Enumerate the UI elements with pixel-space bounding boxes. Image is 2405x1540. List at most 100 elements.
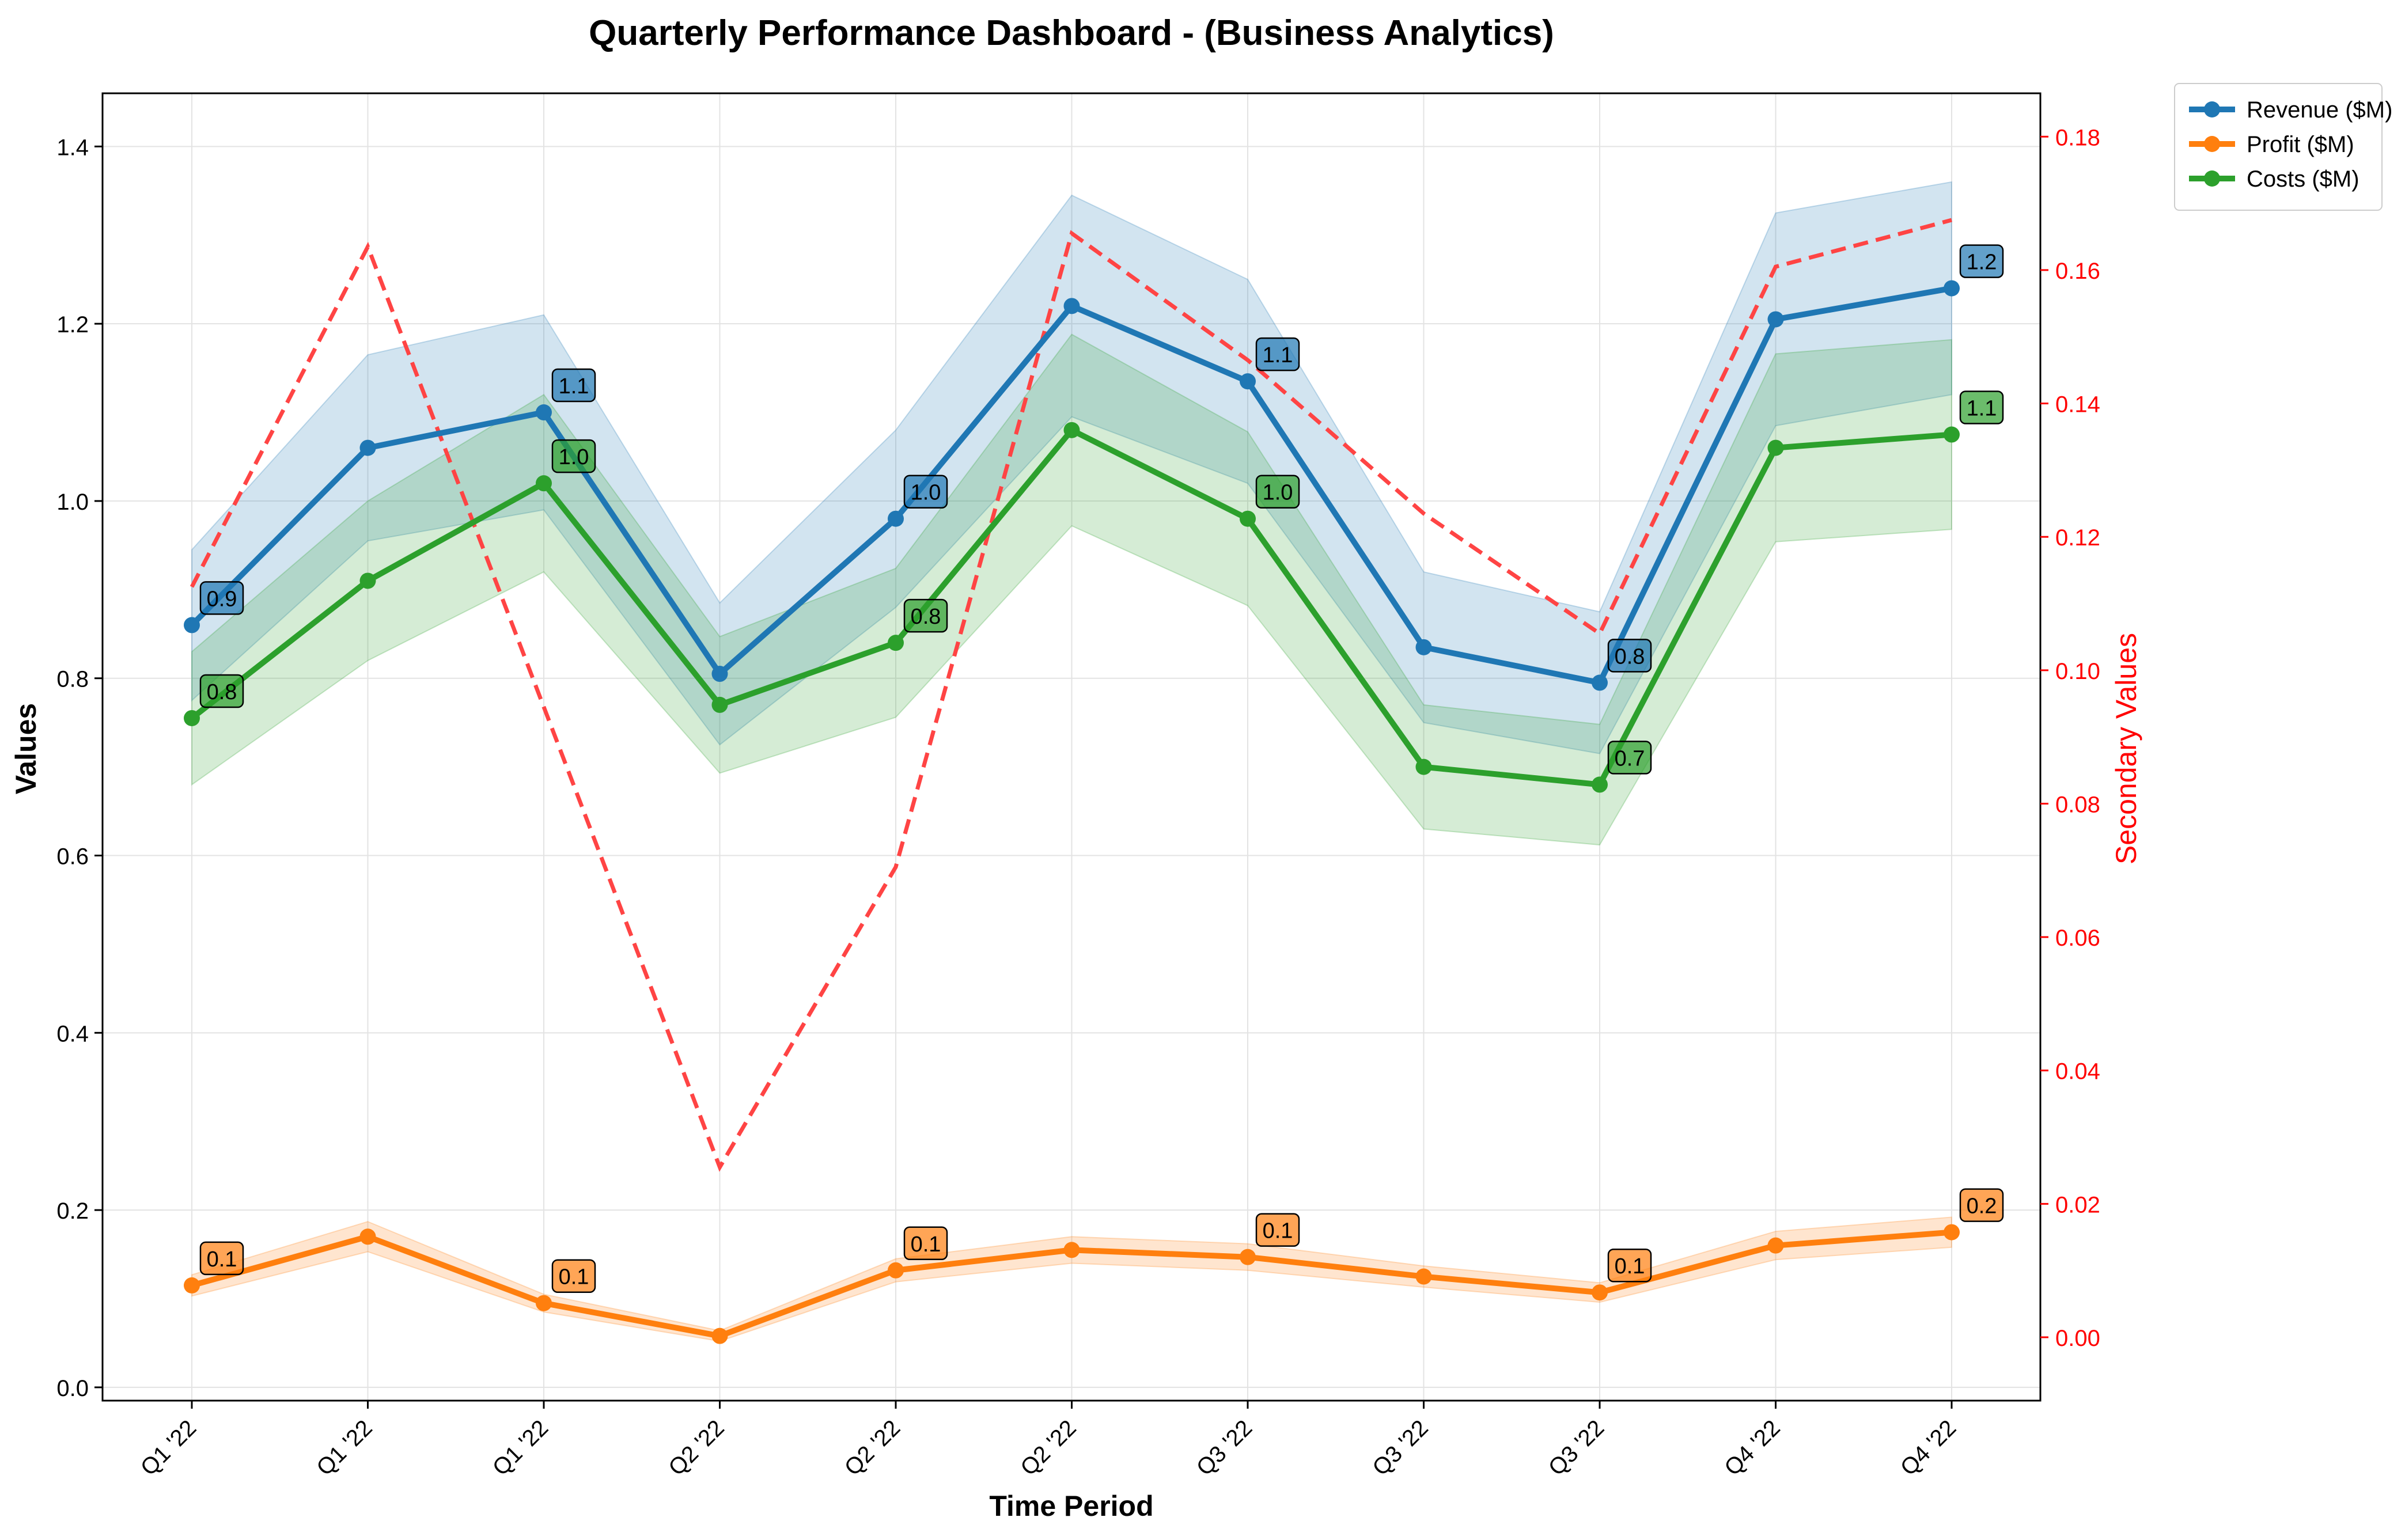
x-tick-label: Q1 '22	[488, 1415, 554, 1481]
grid-layer	[103, 93, 2040, 1401]
x-tick-label: Q3 '22	[1368, 1415, 1433, 1481]
secondary-y-tick-label: 0.08	[2055, 792, 2100, 817]
secondary-y-tick-label: 0.00	[2055, 1326, 2100, 1351]
data-label-text: 1.0	[559, 445, 589, 469]
secondary-series-line	[190, 218, 1952, 1172]
data-label-text: 0.1	[1615, 1254, 1645, 1279]
data-label: 0.1	[903, 1226, 948, 1261]
data-label-box	[551, 1259, 596, 1293]
data-point	[536, 1295, 552, 1311]
data-label-box	[1255, 337, 1300, 371]
data-point-layer	[184, 280, 1960, 1344]
data-label: 1.0	[903, 475, 948, 509]
data-label: 1.0	[1255, 475, 1300, 509]
data-label-text: 0.1	[207, 1247, 237, 1272]
secondary-y-tick-label: 0.10	[2055, 659, 2100, 684]
confidence-band	[191, 333, 1952, 846]
x-tick-label: Q4 '22	[1720, 1415, 1785, 1481]
y-tick-label: 0.0	[56, 1376, 89, 1401]
secondary-y-tick-label: 0.14	[2055, 392, 2100, 418]
chart-title: Quarterly Performance Dashboard - (Busin…	[589, 13, 1554, 53]
data-point	[1063, 1242, 1080, 1258]
data-point	[1240, 373, 1256, 390]
data-label: 0.9	[199, 581, 244, 615]
legend-swatch-marker	[2204, 170, 2220, 187]
legend-swatch-marker	[2204, 136, 2220, 152]
data-label: 0.2	[1959, 1188, 2004, 1222]
y-tick-label: 1.2	[56, 312, 89, 337]
data-point	[711, 1327, 728, 1344]
data-label-text: 1.0	[1263, 481, 1293, 505]
confidence-band	[191, 181, 1952, 754]
data-label-text: 1.0	[911, 481, 941, 505]
data-label: 1.1	[551, 368, 596, 403]
data-label-box	[1607, 741, 1652, 775]
data-label-text: 1.2	[1967, 251, 1997, 275]
data-label: 1.1	[1959, 390, 2004, 424]
legend-label: Profit ($M)	[2247, 132, 2354, 157]
legend-label: Revenue ($M)	[2247, 97, 2392, 123]
data-label-text: 0.1	[911, 1232, 941, 1257]
data-point	[1240, 1249, 1256, 1265]
x-tick-label: Q3 '22	[1192, 1415, 1258, 1481]
secondary-y-tick-label: 0.16	[2055, 259, 2100, 284]
data-point	[1063, 422, 1080, 438]
x-axis-label: Time Period	[989, 1490, 1153, 1522]
data-label-box	[1255, 475, 1300, 509]
y-tick-label: 0.4	[56, 1021, 89, 1046]
data-point	[1415, 639, 1432, 655]
data-point	[1767, 1237, 1784, 1254]
data-point	[711, 666, 728, 682]
data-label: 1.2	[1959, 244, 2004, 278]
data-label: 0.1	[199, 1241, 244, 1276]
data-label-box	[551, 368, 596, 403]
data-label: 0.8	[1607, 639, 1652, 673]
data-point	[184, 710, 200, 726]
data-point	[1944, 426, 1960, 443]
x-tick-label: Q4 '22	[1896, 1415, 1961, 1481]
data-label-box	[1255, 1213, 1300, 1247]
data-point	[1592, 674, 1608, 691]
data-label-box	[1959, 1188, 2004, 1222]
data-label-text: 0.8	[911, 605, 941, 629]
data-label-box	[903, 1226, 948, 1261]
data-label-box	[903, 475, 948, 509]
data-point	[888, 1262, 904, 1279]
legend-label: Costs ($M)	[2247, 166, 2359, 192]
data-label-box	[199, 1241, 244, 1276]
data-label-box	[903, 598, 948, 633]
data-label: 1.0	[551, 439, 596, 473]
y-tick-label: 0.8	[56, 667, 89, 692]
x-tick-label: Q1 '22	[136, 1415, 202, 1481]
data-label-text: 0.1	[559, 1265, 589, 1289]
data-label-box	[199, 674, 244, 708]
x-tick-label: Q2 '22	[840, 1415, 906, 1481]
data-label-box	[199, 581, 244, 615]
data-point	[1592, 776, 1608, 793]
data-label-text: 1.1	[1263, 343, 1293, 367]
data-label-text: 1.1	[559, 374, 589, 399]
data-label-box	[1959, 390, 2004, 424]
y-tick-label: 0.6	[56, 844, 89, 870]
data-label-text: 0.1	[1263, 1219, 1293, 1243]
y-tick-label: 1.0	[56, 490, 89, 515]
data-point	[1240, 510, 1256, 527]
data-point	[1767, 439, 1784, 456]
data-label: 0.1	[1255, 1213, 1300, 1247]
data-label: 0.7	[1607, 741, 1652, 775]
data-point	[359, 572, 376, 589]
data-point	[711, 696, 728, 713]
legend: Revenue ($M) Profit ($M) Costs ($M)	[2174, 83, 2392, 211]
data-point	[536, 404, 552, 421]
data-label-text: 0.7	[1615, 746, 1645, 771]
data-point	[1944, 1224, 1960, 1241]
data-label-text: 0.9	[207, 587, 237, 611]
secondary-y-tick-label: 0.12	[2055, 525, 2100, 551]
data-point	[184, 1277, 200, 1294]
data-label-text: 0.8	[207, 680, 237, 704]
data-point	[888, 510, 904, 527]
secondary-y-tick-label: 0.18	[2055, 125, 2100, 150]
data-label-box	[1607, 1248, 1652, 1283]
data-label-text: 0.2	[1967, 1194, 1997, 1219]
